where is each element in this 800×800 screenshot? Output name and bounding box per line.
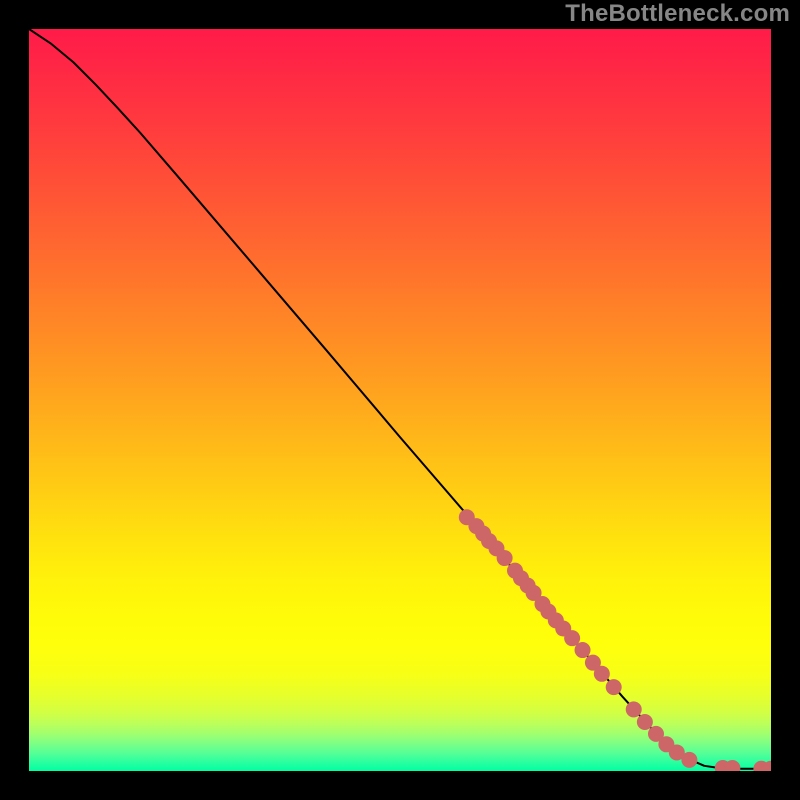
data-marker — [594, 666, 610, 682]
data-marker — [606, 679, 622, 695]
data-marker — [681, 752, 697, 768]
watermark-text: TheBottleneck.com — [565, 0, 790, 28]
data-marker — [637, 714, 653, 730]
data-marker — [575, 642, 591, 658]
chart-container: { "watermark": { "text": "TheBottleneck.… — [0, 0, 800, 800]
gradient-background — [29, 29, 771, 771]
data-marker — [626, 701, 642, 717]
data-marker — [497, 550, 513, 566]
plot-svg — [29, 29, 771, 771]
plot-area — [29, 29, 771, 771]
